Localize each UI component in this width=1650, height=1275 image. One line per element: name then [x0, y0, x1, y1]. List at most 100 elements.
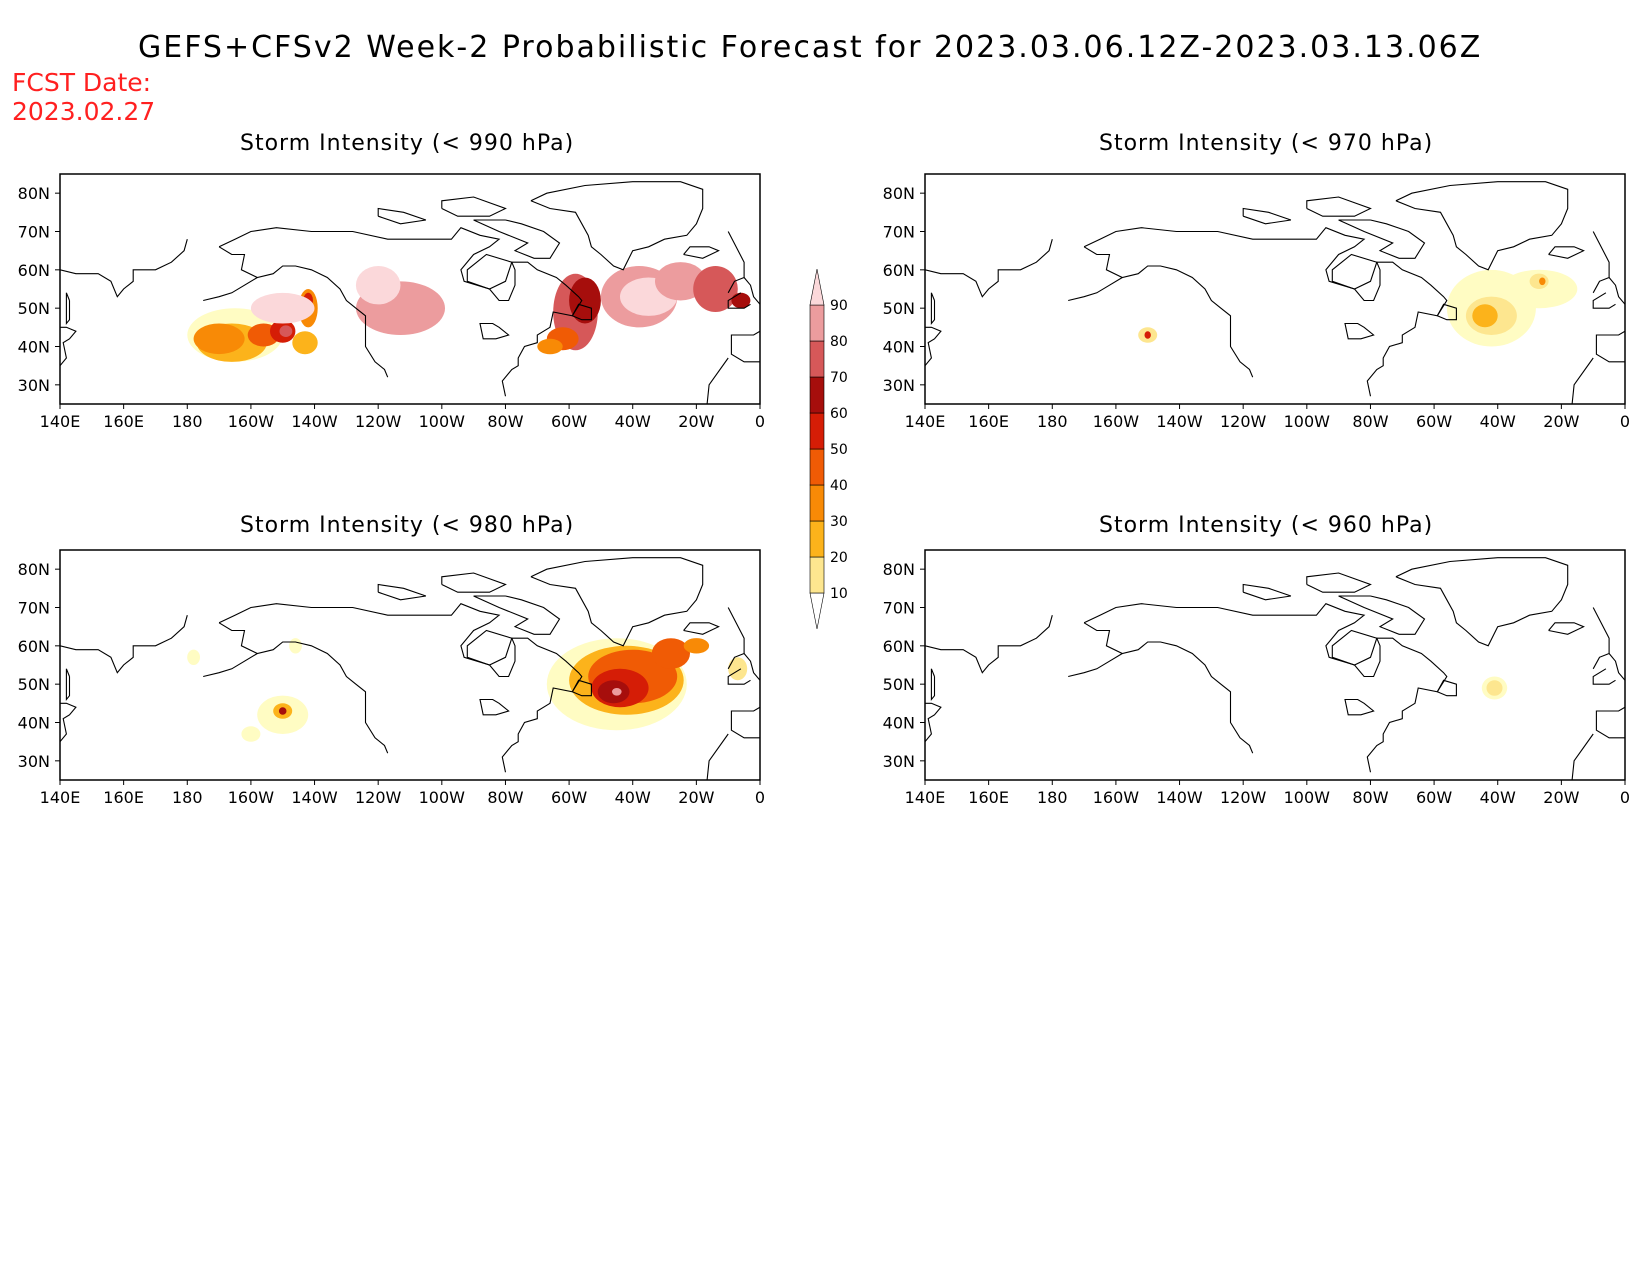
lat-tick-label: 30N	[18, 752, 50, 771]
map-panel-960: 140E 160E 180 160W 140W 120W 100W 80W 60W 40W 20W 0…	[883, 549, 1630, 807]
lon-tick-label: 80W	[487, 788, 523, 807]
prob-area-14	[728, 657, 748, 681]
probability-shading	[187, 262, 751, 362]
lon-tick-label: 60W	[551, 788, 587, 807]
map-frame	[924, 173, 1626, 405]
lat-tick-label: 40N	[18, 338, 50, 357]
lat-tick-label: 80N	[18, 560, 50, 579]
probability-shading	[1138, 269, 1578, 347]
lon-tick-label: 140E	[40, 412, 81, 431]
lon-tick-label: 160W	[228, 412, 275, 431]
colorbar-label: 60	[830, 406, 848, 422]
map-panel-990: 140E 160E 180 160W 140W 120W 100W 80W 60W 40W 20W 0…	[18, 173, 765, 431]
lat-tick-label: 70N	[883, 599, 915, 618]
lon-tick-label: 20W	[1543, 412, 1579, 431]
colorbar-segment	[809, 304, 825, 342]
lon-tick-label: 160W	[1093, 412, 1140, 431]
lon-tick-label: 100W	[1284, 788, 1331, 807]
prob-area-11	[612, 688, 622, 696]
map-frame	[59, 549, 761, 781]
panel-title-970: Storm Intensity (< 970 hPa)	[1099, 131, 1434, 156]
lon-tick-label: 140W	[1156, 788, 1203, 807]
colorbar-segment	[809, 556, 825, 594]
lat-tick-label: 60N	[18, 261, 50, 280]
lon-tick-label: 160E	[968, 412, 1009, 431]
coastlines	[60, 557, 760, 780]
prob-area-10	[355, 266, 401, 305]
lon-tick-label: 160W	[1093, 788, 1140, 807]
prob-area-18	[655, 262, 706, 301]
lon-tick-label: 0	[1620, 788, 1630, 807]
forecast-date-value: 2023.02.27	[12, 97, 156, 126]
colorbar-label: 50	[830, 442, 848, 458]
lat-tick-label: 40N	[883, 338, 915, 357]
lon-tick-label: 40W	[615, 412, 651, 431]
lon-tick-label: 0	[755, 788, 765, 807]
lon-tick-label: 60W	[1416, 412, 1452, 431]
lon-tick-label: 140W	[291, 788, 338, 807]
prob-area-6	[1529, 273, 1549, 289]
forecast-date: FCST Date: 2023.02.27	[12, 68, 155, 126]
lon-tick-label: 80W	[1352, 788, 1388, 807]
lon-tick-label: 40W	[615, 788, 651, 807]
lon-tick-label: 140E	[905, 788, 946, 807]
colorbar-segment	[809, 340, 825, 378]
lat-tick-label: 50N	[883, 675, 915, 694]
map-frame	[59, 173, 761, 405]
lat-tick-label: 80N	[883, 184, 915, 203]
colorbar-label: 90	[830, 298, 848, 314]
lon-tick-label: 80W	[487, 412, 523, 431]
lon-tick-label: 100W	[1284, 412, 1331, 431]
lat-tick-label: 60N	[883, 637, 915, 656]
lon-tick-label: 20W	[678, 788, 714, 807]
prob-area-19	[693, 266, 738, 312]
map-panel-970: 140E 160E 180 160W 140W 120W 100W 80W 60W 40W 20W 0…	[883, 173, 1630, 431]
colorbar-segment	[809, 448, 825, 486]
lat-tick-label: 70N	[883, 223, 915, 242]
lat-tick-label: 50N	[883, 299, 915, 318]
lat-tick-label: 70N	[18, 223, 50, 242]
prob-area-1	[292, 331, 318, 355]
map-panel-980: 140E 160E 180 160W 140W 120W 100W 80W 60W 40W 20W 0…	[18, 549, 765, 807]
colorbar-label: 10	[830, 586, 848, 602]
probability-colorbar: 10 20 30 40 50 60 70 80 90	[809, 268, 848, 630]
prob-area-3	[193, 323, 245, 355]
prob-area-3	[241, 726, 261, 742]
prob-area-1	[1144, 331, 1151, 339]
panel-title-990: Storm Intensity (< 990 hPa)	[240, 131, 575, 156]
lon-tick-label: 160W	[228, 788, 275, 807]
lon-tick-label: 180	[1037, 412, 1068, 431]
probability-shading	[1481, 676, 1508, 700]
prob-area-2	[278, 707, 287, 715]
colorbar-segment	[809, 268, 825, 306]
colorbar-label: 30	[830, 514, 848, 530]
lon-tick-label: 60W	[1416, 788, 1452, 807]
lon-tick-label: 120W	[1220, 788, 1267, 807]
colorbar-label: 40	[830, 478, 848, 494]
prob-area-4	[1472, 304, 1498, 328]
colorbar-segment	[809, 376, 825, 414]
lon-tick-label: 20W	[1543, 788, 1579, 807]
lat-tick-label: 70N	[18, 599, 50, 618]
lat-tick-label: 80N	[883, 560, 915, 579]
probability-shading	[187, 638, 748, 742]
lon-tick-label: 180	[172, 788, 203, 807]
lat-tick-label: 30N	[883, 752, 915, 771]
lon-tick-label: 180	[1037, 788, 1068, 807]
lon-tick-label: 40W	[1480, 412, 1516, 431]
lon-tick-label: 0	[1620, 412, 1630, 431]
coastlines	[925, 557, 1625, 780]
lon-tick-label: 120W	[1220, 412, 1267, 431]
colorbar-segment	[809, 592, 825, 630]
lat-tick-label: 30N	[883, 376, 915, 395]
lon-tick-label: 100W	[419, 412, 466, 431]
lat-tick-label: 60N	[18, 637, 50, 656]
panel-title-960: Storm Intensity (< 960 hPa)	[1099, 513, 1434, 538]
prob-area-11	[250, 292, 315, 324]
lat-tick-label: 50N	[18, 299, 50, 318]
colorbar-label: 70	[830, 370, 848, 386]
lon-tick-label: 140W	[1156, 412, 1203, 431]
colorbar-segment	[809, 520, 825, 558]
lon-tick-label: 60W	[551, 412, 587, 431]
lon-tick-label: 140E	[40, 788, 81, 807]
